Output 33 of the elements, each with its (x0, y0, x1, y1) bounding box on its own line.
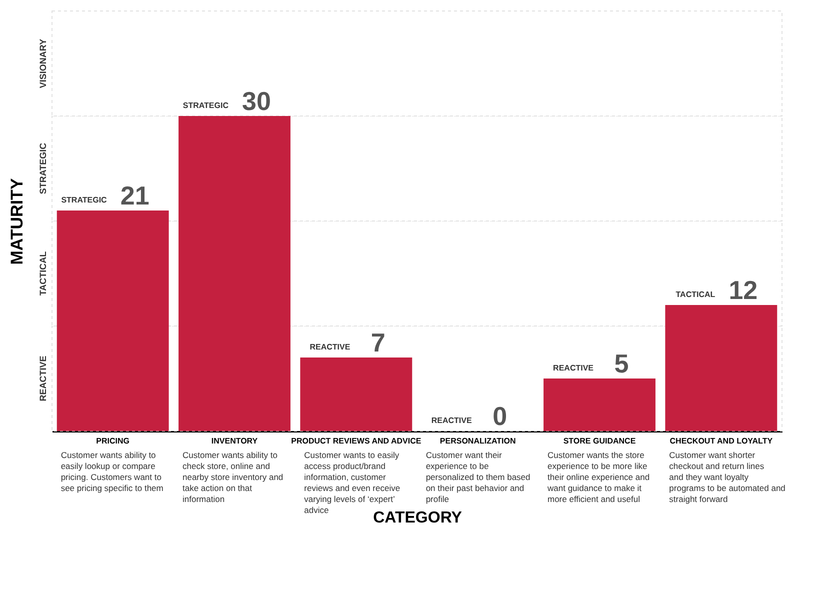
text: Customer wants the store experience to be more like their online experience and want guidance to make it more efficient and useful (546, 450, 650, 504)
x-tick-label: PERSONALIZATION (440, 436, 516, 446)
annotation: REACTIVE (310, 342, 351, 352)
x-tick-label: CHECKOUT AND LOYALTY (670, 436, 774, 446)
y-axis-title: MATURITY (8, 178, 26, 265)
bar (178, 116, 290, 431)
data-label: 0 (492, 401, 508, 431)
data-label: 5 (614, 348, 629, 378)
data-label: 12 (728, 275, 758, 305)
text: Customer wants ability to check store, online and nearby store inventory and take action on that information (182, 450, 284, 504)
annotation: STRATEGIC (61, 196, 108, 204)
bar (665, 305, 778, 431)
bar (544, 378, 656, 431)
x-tick-label: INVENTORY (211, 436, 258, 446)
bar (56, 210, 169, 431)
band-label: STRATEGIC (38, 142, 48, 194)
annotation: REACTIVE (431, 416, 472, 425)
x-tick-label: PRODUCT REVIEWS AND ADVICE (291, 436, 422, 446)
data-label: 7 (370, 328, 386, 358)
bar (300, 358, 412, 431)
data-label: 30 (242, 86, 271, 116)
band-label: REACTIVE (38, 356, 48, 402)
band-label: VISIONARY (38, 38, 48, 88)
x-tick-label: PRICING (96, 436, 130, 446)
annotation: STRATEGIC (182, 101, 229, 110)
data-label: 21 (120, 180, 150, 210)
annotation: TACTICAL (676, 290, 716, 299)
text: Customer want their experience to be personalized to them based on their past behavior and profile (426, 450, 531, 504)
annotation: REACTIVE (553, 364, 594, 372)
band-label: TACTICAL (38, 250, 48, 296)
text: Customer want shorter checkout and return lines and they want loyalty programs to be automated and straight forward (669, 450, 786, 504)
text: Customer wants ability to easily lookup or compare pricing. Customers want to see pricing specific to them (60, 450, 164, 493)
x-tick-label: STORE GUIDANCE (563, 436, 636, 446)
